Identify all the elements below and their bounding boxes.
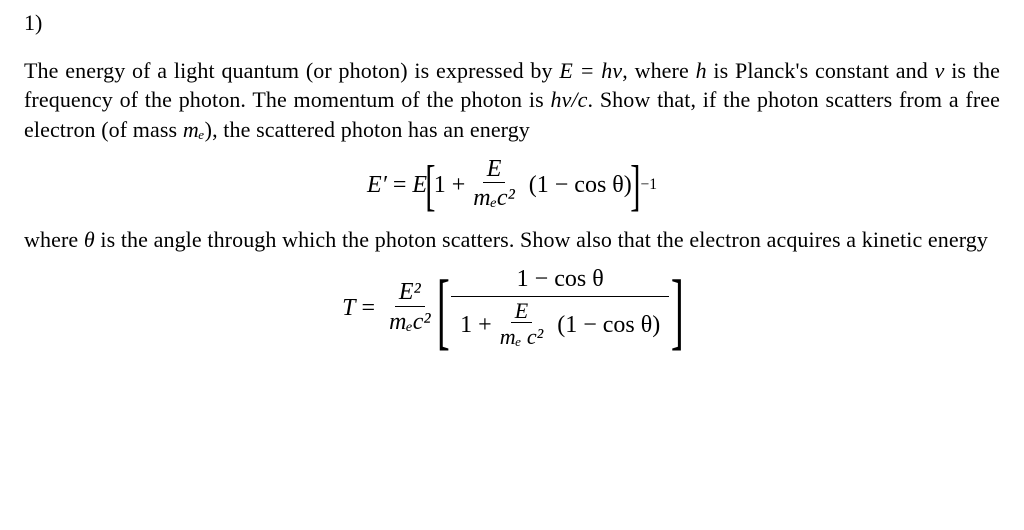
eq2-frac1-num: E² <box>395 280 425 306</box>
right-bracket-icon: ] <box>671 280 684 340</box>
eq2-lhs: T <box>342 292 355 324</box>
eq2-den-frac-den: mₑ c² <box>496 323 548 351</box>
eq2-bigfrac: 1 − cos θ 1 + E mₑ c² (1 − cos θ) <box>451 267 669 351</box>
eq1-one: 1 <box>434 169 446 201</box>
p1-text-c: is Planck's constant and <box>707 58 935 83</box>
p1-me: mₑ <box>183 117 205 142</box>
p2-text-b: is the angle through which the photon sc… <box>95 227 988 252</box>
eq1-plus: + <box>452 169 466 201</box>
page: 1) The energy of a light quantum (or pho… <box>0 0 1024 350</box>
eq1-paren: (1 − cos θ) <box>529 169 632 201</box>
p1-eq1: E = hν <box>559 58 622 83</box>
p1-text-f: ), the scattered photon has an energy <box>205 117 530 142</box>
eq1-lhs: E′ <box>367 169 387 201</box>
eq2-frac1: E² mₑc² <box>385 280 434 336</box>
eq1-equals: = <box>393 169 407 201</box>
p1-text-a: The energy of a light quantum (or photon… <box>24 58 559 83</box>
paragraph-2: where θ is the angle through which the p… <box>24 225 1000 255</box>
p1-h: h <box>696 58 707 83</box>
p2-text-a: where <box>24 227 84 252</box>
eq2-den-plus: + <box>478 310 492 340</box>
eq2-equals: = <box>362 292 376 324</box>
paragraph-1: The energy of a light quantum (or photon… <box>24 56 1000 145</box>
p1-eq2: hν/c <box>550 87 587 112</box>
left-bracket-icon: [ <box>436 280 449 340</box>
question-number: 1) <box>24 8 1000 38</box>
eq1-frac-num: E <box>483 157 506 183</box>
eq2-bigfrac-den: 1 + E mₑ c² (1 − cos θ) <box>456 297 664 351</box>
equation-eprime: E′ = E [ 1 + E mₑc² (1 − cos θ) ] −1 <box>24 157 1000 213</box>
p1-text-b: , where <box>622 58 695 83</box>
p1-nu: ν <box>935 58 945 83</box>
eq2-bigfrac-num: 1 − cos θ <box>451 267 669 297</box>
eq2-den-one: 1 <box>460 310 472 340</box>
p2-theta: θ <box>84 227 95 252</box>
eq1-exponent: −1 <box>640 174 657 195</box>
eq2-den-frac: E mₑ c² <box>496 299 548 351</box>
eq1-frac: E mₑc² <box>469 157 518 213</box>
eq2-den-frac-num: E <box>511 299 532 323</box>
equation-T: T = E² mₑc² [ 1 − cos θ 1 + E m <box>24 267 1000 351</box>
eq2-frac1-den: mₑc² <box>385 307 434 337</box>
left-bracket-icon: [ <box>425 164 435 209</box>
eq1-frac-den: mₑc² <box>469 183 518 213</box>
right-bracket-icon: ] <box>630 164 640 209</box>
eq2-den-paren: (1 − cos θ) <box>557 310 660 340</box>
